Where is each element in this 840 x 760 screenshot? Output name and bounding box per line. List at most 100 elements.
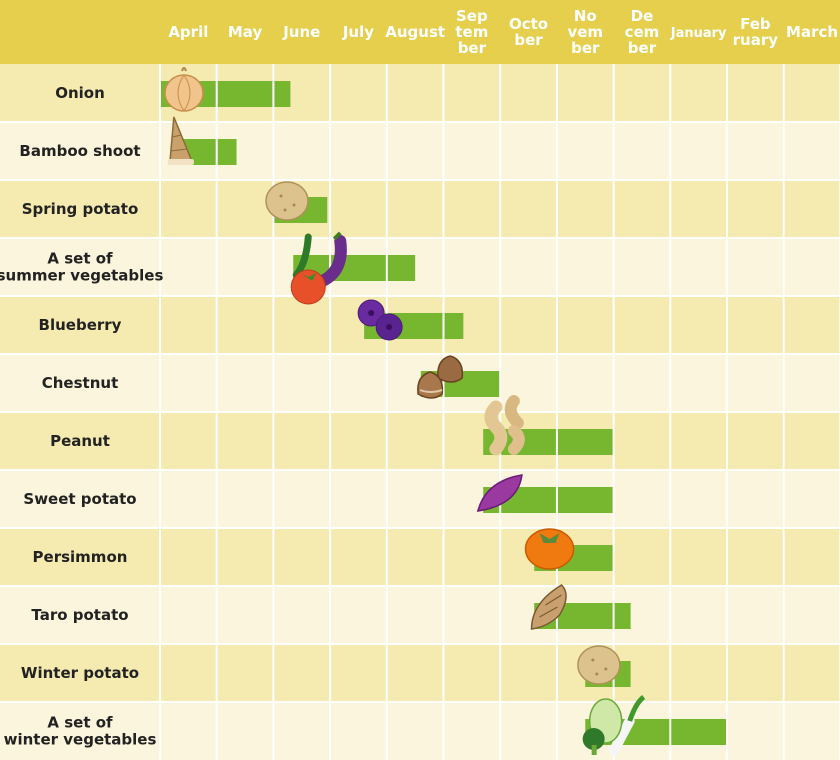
row-background — [0, 238, 840, 296]
month-label: De cem ber — [625, 7, 660, 57]
row-label-line: Spring potato — [22, 200, 139, 218]
row-background — [0, 528, 840, 586]
month-label-line: March — [786, 23, 838, 41]
potato-icon — [577, 645, 621, 685]
row-background — [0, 122, 840, 180]
row-label: Spring potato — [22, 200, 139, 218]
eggplant-stem — [332, 231, 342, 241]
month-label-line: Feb — [740, 15, 771, 33]
month-label: August — [385, 23, 445, 41]
month-label: May — [228, 23, 263, 41]
bamboo-base — [167, 159, 194, 165]
chestnut-icon — [417, 355, 464, 399]
month-label-line: January — [670, 26, 727, 41]
bamboo-lines — [170, 134, 187, 152]
potato-body — [577, 645, 621, 685]
chestnut-base — [419, 389, 443, 393]
cucumber — [292, 233, 312, 279]
potato-eye — [279, 194, 283, 198]
sweet-potato-icon — [476, 474, 523, 512]
row-background — [0, 64, 840, 122]
month-label-line: tem — [455, 23, 488, 41]
potato-eye — [591, 658, 595, 662]
row-label: Blueberry — [39, 316, 122, 334]
row-label-line: Onion — [55, 84, 105, 102]
row-label-line: A set of — [47, 714, 113, 732]
month-label-line: June — [282, 23, 320, 41]
tomato-leaves — [300, 273, 317, 281]
bamboo-shoot-icon — [167, 116, 194, 165]
month-label: June — [282, 23, 320, 41]
broccoli-stem — [591, 745, 597, 755]
persimmon-calyx — [539, 533, 560, 543]
month-label-line: August — [385, 23, 445, 41]
row-label: Winter potato — [21, 664, 139, 682]
onion-icon — [164, 67, 204, 112]
month-label-line: De — [631, 7, 654, 25]
month-label: January — [670, 26, 727, 41]
taro-rings — [539, 594, 562, 618]
row-label-line: A set of — [47, 250, 113, 268]
row-label: Taro potato — [31, 606, 128, 624]
onion-stem — [181, 67, 187, 72]
month-label-line: Sep — [456, 7, 488, 25]
row-label-line: Winter potato — [21, 664, 139, 682]
onion-body — [164, 74, 204, 112]
month-label-line: ber — [571, 39, 600, 57]
row-label-line: winter vegetables — [4, 731, 157, 749]
row-labels: Onion Bamboo shoot Spring potato A set of su… — [0, 84, 163, 749]
row-label: A set of summer vegetables — [0, 250, 163, 285]
blueberry-crown — [368, 310, 375, 316]
month-label: Feb ruary — [733, 15, 779, 49]
row-label-line: Peanut — [50, 432, 110, 450]
month-label: July — [342, 23, 374, 41]
month-label: Octo ber — [509, 15, 548, 49]
month-label-line: vem — [567, 23, 603, 41]
blueberry-crown — [386, 324, 393, 330]
month-label: Sep tem ber — [455, 7, 488, 57]
row-label-line: Sweet potato — [23, 490, 136, 508]
sweet-potato — [476, 474, 523, 512]
potato-eye — [595, 672, 599, 676]
row-label-line: Chestnut — [42, 374, 119, 392]
month-label-line: April — [168, 23, 208, 41]
eggplant — [316, 235, 347, 287]
row-label: Bamboo shoot — [19, 142, 140, 160]
tomato — [290, 269, 326, 305]
potato-eye — [283, 208, 287, 212]
month-label: March — [786, 23, 838, 41]
row-label: Chestnut — [42, 374, 119, 392]
persimmon-body — [524, 528, 575, 570]
persimmon-icon — [524, 528, 575, 570]
month-label-line: ruary — [733, 31, 779, 49]
blueberry-icon — [357, 299, 403, 341]
month-label-line: May — [228, 23, 263, 41]
row-background — [0, 586, 840, 644]
produce-icons — [164, 67, 646, 756]
row-label-line: Taro potato — [31, 606, 128, 624]
daikon — [608, 716, 635, 756]
row-label: Onion — [55, 84, 105, 102]
month-label: April — [168, 23, 208, 41]
row-label-line: Persimmon — [33, 548, 128, 566]
month-label-line: ber — [458, 39, 487, 57]
row-label-line: Bamboo shoot — [19, 142, 140, 160]
peanut — [507, 425, 525, 455]
potato-eye — [604, 667, 608, 671]
row-background — [0, 180, 840, 238]
month-label-line: ber — [514, 31, 543, 49]
onion-lines — [177, 74, 191, 112]
summer-vegetables-icon — [290, 231, 347, 305]
month-label-line: Octo — [509, 15, 548, 33]
row-label: A set of winter vegetables — [4, 714, 157, 749]
broccoli — [582, 728, 605, 750]
peanut — [484, 400, 508, 456]
daikon-leaves — [627, 695, 646, 722]
potato-eye — [292, 203, 296, 207]
row-label: Persimmon — [33, 548, 128, 566]
month-label: No vem ber — [567, 7, 603, 57]
row-label: Peanut — [50, 432, 110, 450]
